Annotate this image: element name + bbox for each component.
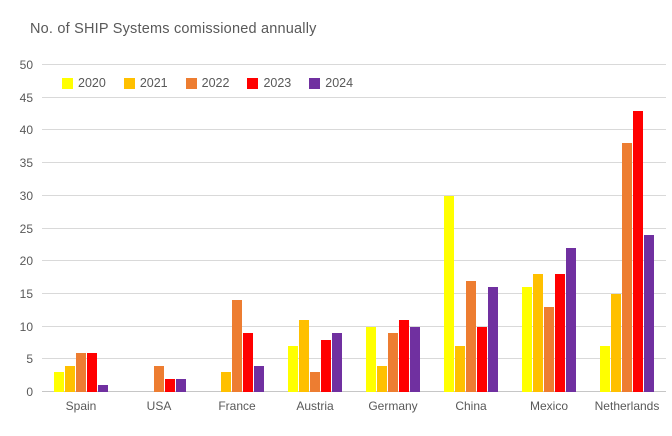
bar-group-germany (354, 65, 432, 392)
x-axis: Spain USA France Austria Germany China Mexico N… (42, 399, 666, 413)
y-axis: 0 5 10 15 20 25 30 35 40 45 50 (0, 58, 37, 399)
bar-group-netherlands (588, 65, 666, 392)
bar-mexico-2021 (533, 274, 543, 392)
bar-group-austria (276, 65, 354, 392)
gridline-40 (42, 129, 666, 131)
bar-usa-2024 (176, 378, 186, 392)
bar-austria-2022 (310, 372, 320, 392)
bar-china-2021 (455, 346, 465, 392)
bar-china-2022 (466, 280, 476, 392)
legend-item-2022: 2022 (185, 76, 230, 90)
bar-germany-2021 (377, 365, 387, 392)
x-category-label-france: France (218, 399, 256, 413)
x-category-label-netherlands: Netherlands (594, 399, 660, 413)
y-tick-label-0: 0 (26, 385, 33, 399)
y-tick-label-35: 35 (19, 156, 33, 171)
legend-label-2020: 2020 (78, 76, 106, 90)
bar-group-france (198, 65, 276, 392)
bar-france-2022 (232, 300, 242, 392)
bar-group-spain (42, 65, 120, 392)
legend-item-2023: 2023 (247, 76, 291, 90)
bar-mexico-2020 (522, 287, 532, 392)
legend-swatch-2024 (309, 77, 321, 89)
y-tick-label-45: 45 (19, 90, 33, 105)
legend-swatch-2022 (185, 77, 197, 89)
legend-swatch-2021 (123, 77, 135, 89)
legend-label-2023: 2023 (263, 76, 292, 90)
bar-france-2023 (243, 333, 253, 392)
y-tick-label-20: 20 (19, 254, 33, 269)
y-tick-label-10: 10 (19, 319, 33, 334)
bar-germany-2023 (399, 320, 409, 392)
bar-netherlands-2022 (622, 143, 632, 392)
bar-germany-2020 (366, 326, 376, 392)
gridline-25 (42, 227, 666, 229)
gridline-0 (42, 391, 666, 392)
y-tick-label-40: 40 (19, 123, 33, 138)
bar-usa-2023 (165, 378, 175, 392)
chart-title: No. of SHIP Systems comissioned annually (30, 21, 317, 37)
x-category-label-mexico: Mexico (529, 399, 568, 413)
bar-france-2021 (221, 372, 231, 392)
gridline-45 (42, 96, 666, 98)
bar-groups (42, 65, 666, 392)
y-tick-label-30: 30 (19, 188, 33, 203)
gridline-5 (42, 358, 666, 360)
x-category-label-germany: Germany (368, 399, 418, 413)
bar-mexico-2022 (544, 306, 554, 392)
bar-spain-2021 (65, 365, 75, 392)
bar-netherlands-2020 (600, 346, 610, 392)
x-category-label-china: China (455, 399, 487, 413)
plot-area: 2020 2021 2022 2023 2024 (42, 64, 666, 392)
x-category-label-austria: Austria (296, 399, 334, 413)
legend-swatch-2020 (62, 77, 73, 89)
bar-group-usa (120, 65, 198, 392)
gridline-35 (42, 162, 666, 164)
y-tick-label-5: 5 (26, 352, 33, 367)
legend-item-2024: 2024 (309, 76, 353, 90)
x-category-label-usa: USA (146, 399, 172, 413)
bar-group-china (432, 65, 510, 392)
bar-china-2024 (488, 287, 498, 392)
x-category-label-spain: Spain (65, 399, 97, 413)
bar-group-mexico (510, 65, 588, 392)
gridline-20 (42, 260, 666, 262)
bar-mexico-2023 (555, 274, 565, 392)
bar-mexico-2024 (566, 248, 576, 392)
bar-china-2020 (444, 195, 454, 392)
gridline-50 (42, 64, 666, 65)
legend: 2020 2021 2022 2023 2024 (62, 76, 353, 90)
bar-china-2023 (477, 326, 487, 392)
gridline-15 (42, 292, 666, 294)
bar-france-2024 (254, 365, 264, 392)
bar-spain-2022 (76, 352, 86, 392)
bar-netherlands-2024 (644, 235, 654, 392)
bar-austria-2020 (288, 346, 298, 392)
legend-label-2024: 2024 (325, 76, 354, 90)
gridline-10 (42, 325, 666, 327)
y-tick-label-50: 50 (19, 58, 33, 72)
legend-label-2021: 2021 (139, 76, 168, 90)
bar-spain-2023 (87, 352, 97, 392)
gridline-30 (42, 194, 666, 196)
bar-germany-2024 (410, 326, 420, 392)
legend-swatch-2023 (247, 77, 259, 89)
bar-usa-2022 (154, 365, 164, 392)
y-tick-label-15: 15 (19, 286, 33, 301)
bar-spain-2020 (54, 372, 64, 392)
bar-germany-2022 (388, 333, 398, 392)
bar-spain-2024 (98, 385, 108, 392)
legend-label-2022: 2022 (201, 76, 230, 90)
legend-item-2020: 2020 (62, 76, 106, 90)
bar-austria-2024 (332, 333, 342, 392)
bar-netherlands-2021 (611, 293, 621, 392)
bar-austria-2023 (321, 339, 331, 392)
y-tick-label-25: 25 (19, 221, 33, 236)
bar-netherlands-2023 (633, 110, 643, 392)
legend-item-2021: 2021 (123, 76, 168, 90)
bar-austria-2021 (299, 320, 309, 392)
